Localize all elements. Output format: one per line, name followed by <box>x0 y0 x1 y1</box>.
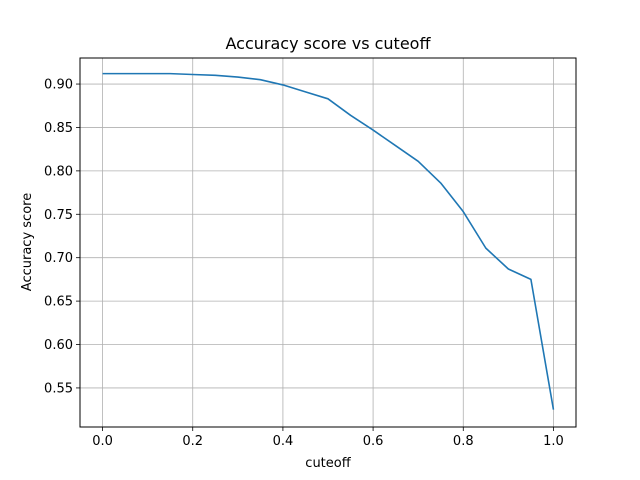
chart-title: Accuracy score vs cuteoff <box>226 34 432 53</box>
y-tick-label: 0.70 <box>44 251 73 266</box>
x-tick-label: 0.6 <box>363 434 384 449</box>
x-tick-label: 1.0 <box>543 434 564 449</box>
y-tick-label: 0.75 <box>44 208 73 223</box>
x-tick-label: 0.0 <box>92 434 113 449</box>
y-tick-label: 0.65 <box>44 295 73 310</box>
y-tick-label: 0.90 <box>44 78 73 93</box>
x-axis-label: cuteoff <box>305 456 351 471</box>
y-axis-label: Accuracy score <box>20 193 35 291</box>
y-tick-label: 0.80 <box>44 164 73 179</box>
y-tick-label: 0.60 <box>44 338 73 353</box>
y-tick-label: 0.85 <box>44 121 73 136</box>
x-tick-label: 0.4 <box>273 434 294 449</box>
y-tick-label: 0.55 <box>44 381 73 396</box>
x-tick-label: 0.2 <box>182 434 203 449</box>
x-tick-label: 0.8 <box>453 434 474 449</box>
